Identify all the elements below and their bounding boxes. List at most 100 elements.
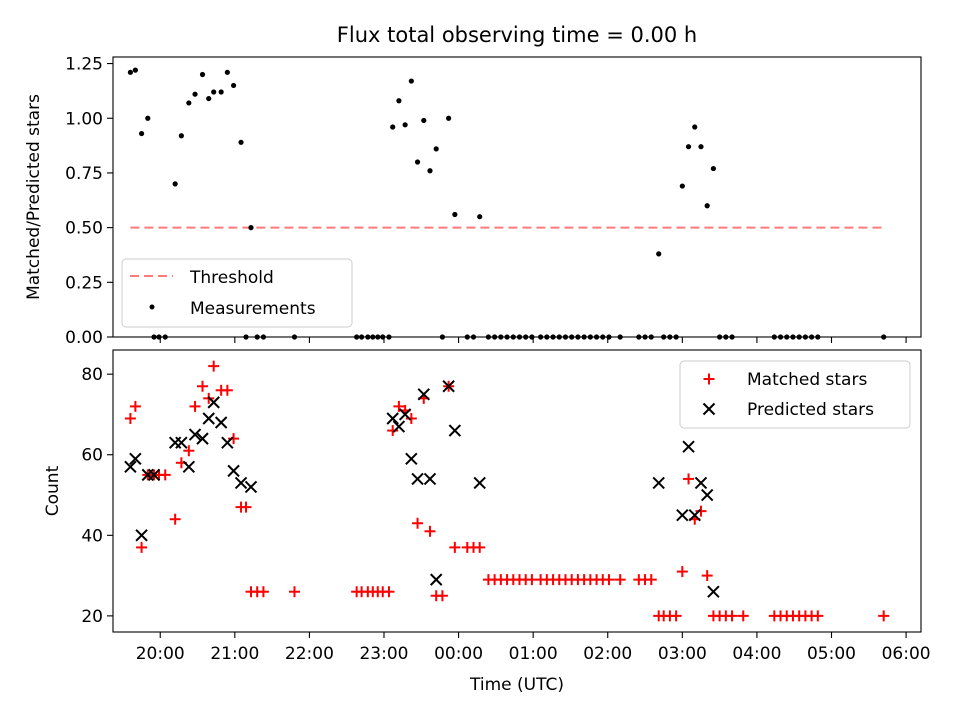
matched-star-point bbox=[412, 517, 424, 529]
predicted-star-point bbox=[188, 428, 202, 441]
x-marker-stroke bbox=[386, 412, 399, 425]
measurement-point bbox=[380, 334, 386, 340]
matched-star-point bbox=[695, 505, 707, 517]
measurement-point bbox=[685, 144, 692, 150]
predicted-star-point bbox=[473, 476, 486, 490]
measurement-point bbox=[710, 165, 717, 172]
x-marker-stroke bbox=[214, 416, 228, 429]
measurement-point bbox=[562, 334, 569, 340]
measurement-point bbox=[587, 334, 593, 340]
matched-star-point bbox=[683, 473, 695, 485]
measurement-point bbox=[692, 124, 698, 130]
measurement-point bbox=[464, 334, 470, 340]
x-marker-stroke bbox=[707, 585, 720, 598]
predicted-star-point bbox=[405, 452, 418, 465]
y-tick-label: 60 bbox=[81, 446, 103, 466]
y-tick-label: 20 bbox=[81, 607, 103, 627]
predicted-star-point bbox=[135, 529, 148, 542]
legend-predicted-label: Predicted stars bbox=[747, 400, 874, 420]
measurement-point bbox=[446, 115, 452, 121]
bottom-legend: Matched stars Predicted stars bbox=[679, 360, 911, 429]
matched-star-point bbox=[159, 469, 171, 481]
measurement-point bbox=[243, 334, 249, 340]
measurement-point bbox=[421, 117, 427, 124]
x-marker-stroke bbox=[694, 476, 708, 490]
x-marker-stroke bbox=[702, 402, 716, 416]
matched-star-point bbox=[676, 566, 688, 578]
measurement-point bbox=[679, 183, 685, 189]
measurement-point bbox=[145, 115, 151, 121]
x-tick-label: 02:00 bbox=[583, 644, 632, 664]
measurement-point bbox=[510, 334, 516, 340]
x-marker-stroke bbox=[442, 380, 455, 393]
matched-star-point bbox=[812, 610, 824, 622]
measurement-point bbox=[224, 69, 230, 75]
top-y-axis-label: Matched/Predicted stars bbox=[24, 94, 44, 300]
predicted-star-point bbox=[182, 460, 196, 474]
matched-star-point bbox=[221, 384, 233, 396]
y-tick-label: 0.75 bbox=[65, 164, 103, 184]
measurement-point bbox=[617, 334, 623, 340]
matched-star-point bbox=[208, 360, 220, 372]
measurement-point bbox=[238, 139, 244, 145]
measurement-point bbox=[516, 334, 523, 340]
matched-star-point bbox=[136, 541, 148, 553]
matched-star-point bbox=[701, 570, 713, 582]
x-marker-stroke bbox=[188, 428, 202, 441]
measurement-point bbox=[648, 334, 654, 340]
matched-star-point bbox=[737, 610, 749, 622]
measurement-point bbox=[192, 91, 198, 97]
predicted-star-point bbox=[221, 436, 234, 449]
measurement-point bbox=[600, 334, 606, 340]
predicted-star-point bbox=[386, 412, 399, 425]
matched-star-point bbox=[197, 380, 209, 392]
measurement-point bbox=[162, 334, 168, 340]
measurement-point bbox=[477, 214, 483, 220]
x-marker-stroke bbox=[182, 460, 196, 474]
x-tick-label: 00:00 bbox=[434, 644, 483, 664]
matched-star-point bbox=[726, 610, 738, 622]
measurement-point bbox=[186, 100, 192, 106]
measurement-point bbox=[790, 334, 796, 340]
y-tick-label: 1.25 bbox=[65, 55, 103, 75]
measurement-point bbox=[550, 334, 556, 340]
measurement-point bbox=[796, 334, 802, 340]
legend-matched-label: Matched stars bbox=[747, 370, 867, 390]
x-marker-stroke bbox=[147, 468, 161, 482]
predicted-star-point bbox=[202, 412, 215, 425]
measurement-point bbox=[538, 334, 544, 340]
x-tick-label: 04:00 bbox=[732, 644, 781, 664]
matched-star-point bbox=[387, 425, 399, 437]
x-tick-label: 21:00 bbox=[210, 644, 259, 664]
measurement-point bbox=[254, 334, 260, 340]
matched-stars-series bbox=[124, 360, 890, 622]
measurement-point bbox=[556, 334, 562, 340]
predicted-star-point bbox=[175, 436, 188, 449]
measurement-point bbox=[802, 334, 808, 340]
legend-measurements-label: Measurements bbox=[190, 299, 316, 319]
x-marker-stroke bbox=[398, 408, 412, 421]
predicted-star-point bbox=[707, 585, 720, 598]
measurement-point bbox=[402, 122, 408, 128]
matched-star-point bbox=[183, 445, 195, 457]
y-tick-label: 1.00 bbox=[65, 109, 103, 129]
y-tick-label: 0.00 bbox=[65, 328, 103, 348]
measurement-point bbox=[485, 334, 492, 340]
x-marker-stroke bbox=[234, 476, 248, 490]
x-tick-label: 22:00 bbox=[285, 644, 334, 664]
measurement-point bbox=[396, 98, 402, 104]
measurement-point bbox=[492, 334, 498, 340]
matched-star-point bbox=[424, 525, 436, 537]
measurement-point bbox=[529, 334, 535, 340]
predicted-star-point bbox=[411, 472, 424, 486]
predicted-star-point bbox=[207, 396, 220, 409]
measurement-point bbox=[132, 67, 138, 73]
x-marker-stroke bbox=[411, 472, 424, 486]
bottom-y-ticks: 20 40 60 80 bbox=[81, 365, 113, 627]
predicted-star-point bbox=[227, 464, 240, 478]
measurement-point bbox=[661, 334, 667, 340]
measurement-point bbox=[138, 130, 145, 137]
measurement-point bbox=[178, 133, 184, 139]
legend-matched-marker bbox=[703, 373, 715, 385]
